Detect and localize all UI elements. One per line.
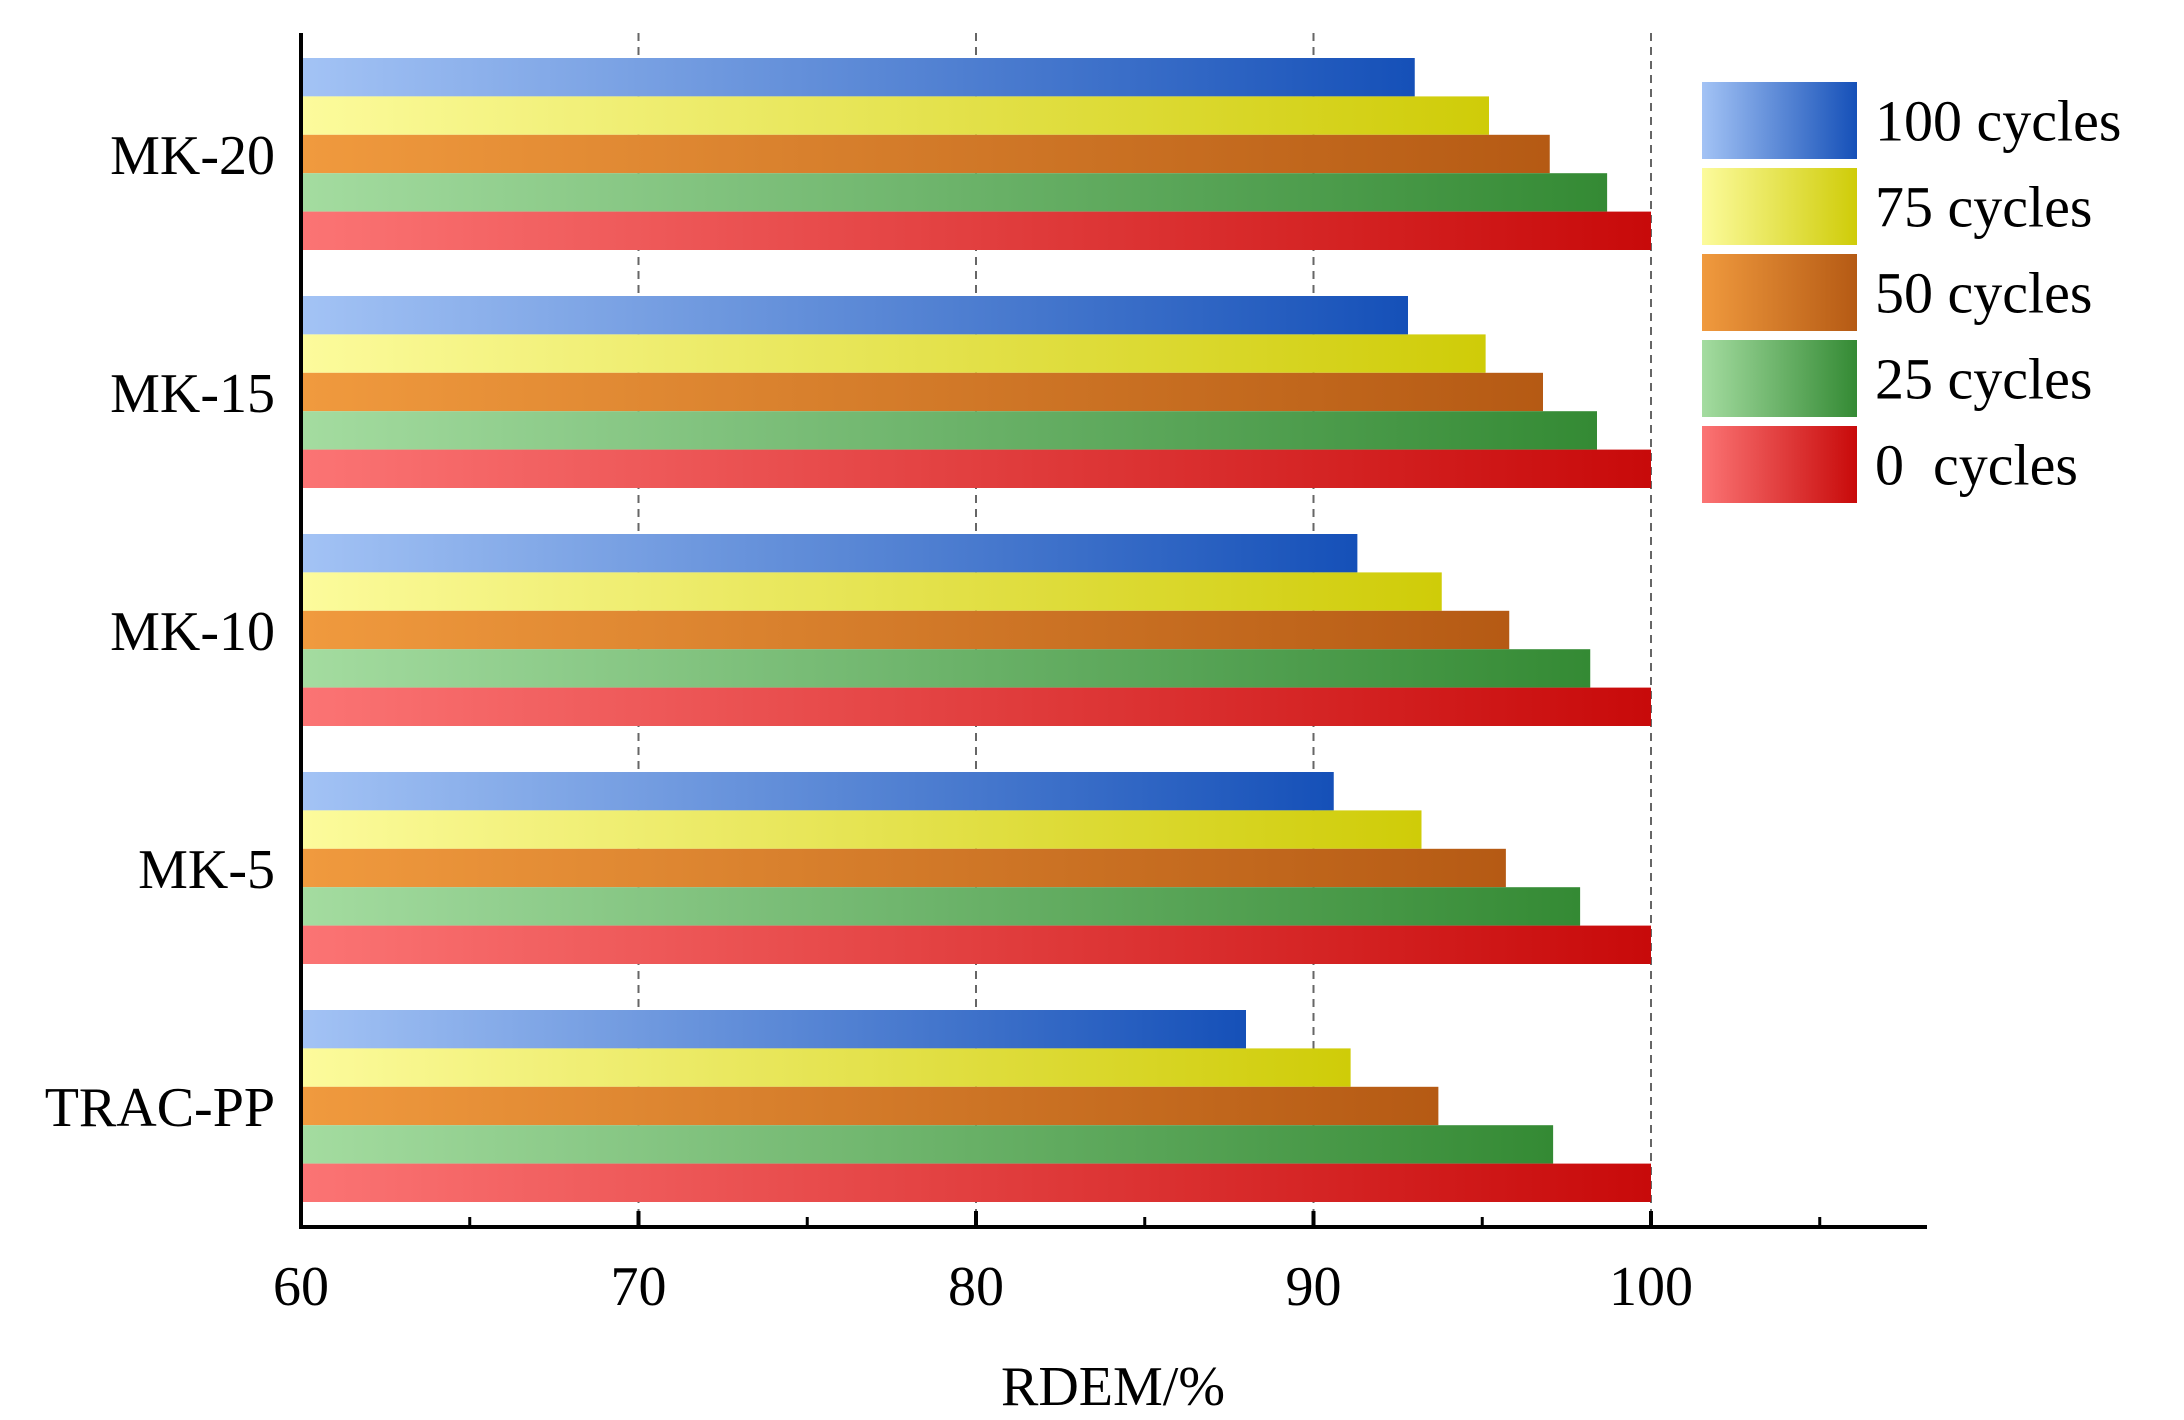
legend-label: 100 cycles — [1875, 89, 2121, 154]
x-tick-label: 80 — [948, 1256, 1004, 1318]
x-tick-label: 100 — [1609, 1256, 1693, 1318]
y-tick-label: MK-5 — [138, 839, 275, 901]
legend-label: 75 cycles — [1875, 175, 2092, 240]
bar — [302, 1163, 1651, 1202]
legend-label: 25 cycles — [1875, 347, 2092, 412]
bar — [302, 649, 1591, 688]
labels-layer: MK-20 MK-15 MK-10 MK-5 TRAC-PP — [45, 125, 275, 1139]
bar — [302, 58, 1415, 97]
bar — [302, 1048, 1351, 1087]
y-tick-label: MK-10 — [110, 601, 275, 663]
bar — [302, 610, 1510, 650]
legend-swatch — [1702, 254, 1857, 331]
bar — [302, 296, 1408, 335]
x-tick-label: 70 — [611, 1256, 667, 1318]
bar — [302, 887, 1581, 926]
legend-swatch — [1702, 168, 1857, 245]
bar — [302, 772, 1334, 811]
bar — [302, 848, 1506, 888]
bar — [302, 534, 1358, 573]
legend-swatch — [1702, 82, 1857, 159]
bar — [302, 411, 1597, 450]
x-tick-label: 60 — [273, 1256, 329, 1318]
bar — [302, 687, 1651, 726]
bar — [302, 1010, 1246, 1049]
bar — [302, 572, 1442, 611]
axes-layer — [299, 33, 1927, 1229]
legend-swatch — [1702, 426, 1857, 503]
bar — [302, 372, 1543, 412]
bar — [302, 173, 1608, 212]
y-tick-label: TRAC-PP — [45, 1077, 275, 1139]
x-tick-label: 90 — [1286, 1256, 1342, 1318]
ticks-layer: 60 70 80 90 100 — [273, 1211, 1822, 1318]
x-axis-label: RDEM/% — [1001, 1356, 1225, 1418]
bar — [302, 925, 1651, 964]
bar — [302, 96, 1489, 135]
legend: 100 cycles 75 cycles 50 cycles 25 cycles 0 c… — [1702, 82, 2121, 503]
bar — [302, 1086, 1439, 1126]
legend-label: 50 cycles — [1875, 261, 2092, 326]
bar — [302, 211, 1651, 250]
bars-layer — [302, 58, 1651, 1202]
y-tick-label: MK-20 — [110, 125, 275, 187]
legend-swatch — [1702, 340, 1857, 417]
bar — [302, 449, 1651, 488]
bar — [302, 1125, 1554, 1164]
bar — [302, 810, 1422, 849]
legend-label: 0 cycles — [1875, 433, 2078, 498]
bar — [302, 334, 1486, 373]
y-tick-label: MK-15 — [110, 363, 275, 425]
bar — [302, 134, 1550, 174]
